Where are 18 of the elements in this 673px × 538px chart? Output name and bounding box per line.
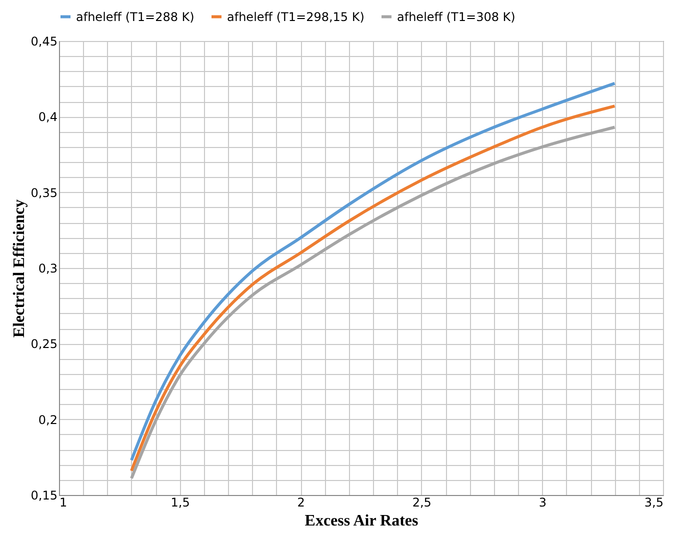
- x-tick-label: 2: [297, 496, 305, 510]
- legend-label: afheleff (T1=288 K): [76, 10, 194, 24]
- y-tick-label: 0,4: [38, 110, 58, 124]
- y-tick-label: 0,35: [30, 186, 58, 200]
- x-tick-label: 3: [538, 496, 547, 510]
- legend-label: afheleff (T1=308 K): [397, 10, 516, 24]
- x-tick-label: 3,5: [644, 496, 664, 510]
- x-axis-title: Excess Air Rates: [304, 512, 418, 530]
- x-tick-label: 1: [60, 496, 68, 510]
- y-axis-title: Electrical Efficiency: [10, 199, 28, 338]
- y-tick-label: 0,15: [30, 488, 58, 502]
- y-tick-label: 0,3: [38, 262, 58, 276]
- x-tick-label: 1,5: [170, 496, 190, 510]
- y-tick-label: 0,45: [30, 34, 58, 48]
- y-tick-label: 0,2: [38, 412, 58, 427]
- legend-label: afheleff (T1=298,15 K): [227, 10, 364, 24]
- y-tick-label: 0,25: [30, 337, 58, 352]
- x-tick-label: 2,5: [412, 496, 432, 510]
